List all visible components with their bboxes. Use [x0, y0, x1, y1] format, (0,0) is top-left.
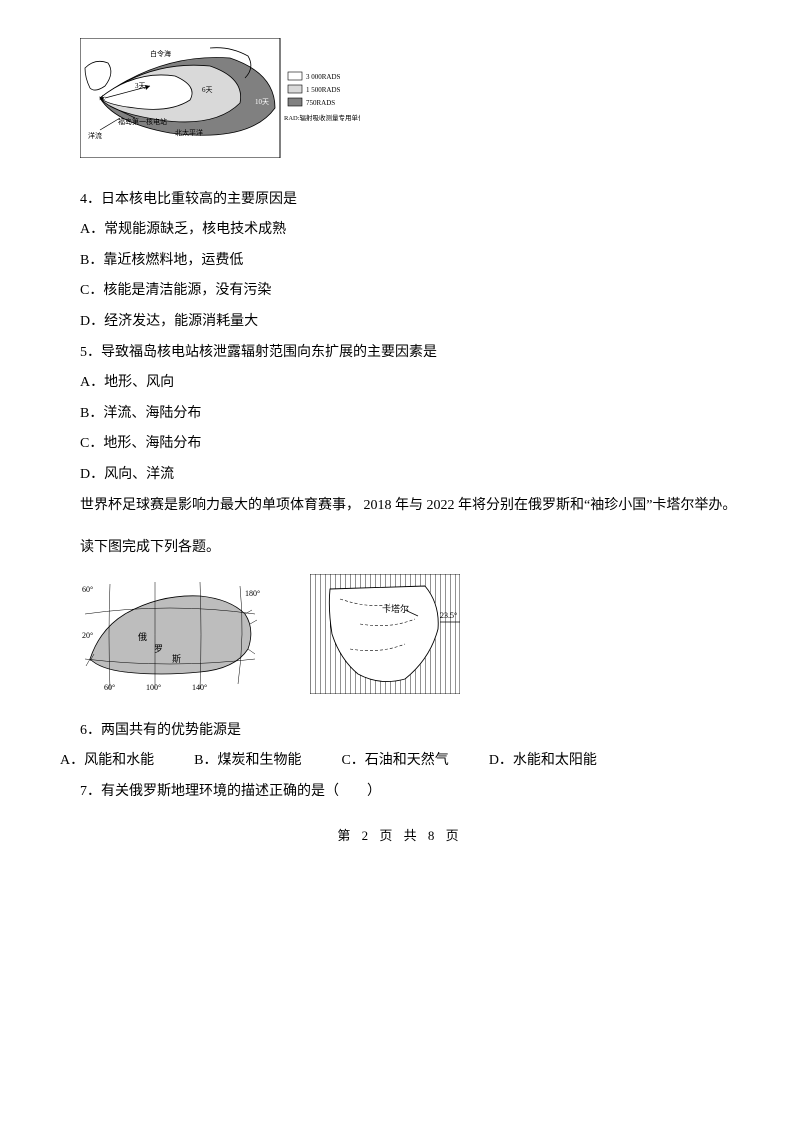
page-footer: 第 2 页 共 8 页 [60, 824, 740, 849]
label-3d: 3天 [135, 82, 146, 90]
ru-140: 140° [192, 683, 207, 692]
russia-map-svg: 60° 20° 180° 60° 100° 140° 俄 罗 斯 [80, 574, 260, 694]
label-10d: 10天 [255, 98, 269, 106]
qatar-map-svg: 卡塔尔 23.5° [310, 574, 460, 694]
plant-star-icon: ✶ [98, 94, 106, 105]
q5-opt-b: B．洋流、海陆分布 [80, 401, 740, 428]
qatar-label: 卡塔尔 [382, 603, 409, 614]
q5-opt-a: A．地形、风向 [80, 370, 740, 397]
legend-1: 3 000RADS [306, 73, 341, 81]
label-pacific: 北太平洋 [175, 128, 203, 137]
q5-stem: 5．导致福岛核电站核泄露辐射范围向东扩展的主要因素是 [80, 340, 740, 367]
q7-stem: 7．有关俄罗斯地理环境的描述正确的是（ ） [80, 779, 740, 806]
q6-opt-a: A．风能和水能 [60, 748, 154, 775]
q6-opt-c: C．石油和天然气 [341, 748, 448, 775]
ru-char2: 罗 [154, 644, 163, 654]
q4-opt-c: C．核能是清洁能源，没有污染 [80, 278, 740, 305]
q6-opt-d: D．水能和太阳能 [489, 748, 597, 775]
ru-180: 180° [245, 589, 260, 598]
ru-char3: 斯 [172, 653, 181, 664]
ru-60n: 60° [82, 585, 93, 594]
label-plant: 福岛第一核电站 [118, 117, 167, 126]
ru-char1: 俄 [138, 631, 147, 642]
q5-opt-d: D．风向、洋流 [80, 462, 740, 489]
label-6d: 6天 [202, 86, 213, 94]
figure-fukushima: ✶ 白令海 3天 6天 10天 福岛第一核电站 洋流 北太平洋 3 000RAD… [80, 38, 740, 169]
q4-stem: 4．日本核电比重较高的主要原因是 [80, 187, 740, 214]
passage-worldcup: 世界杯足球赛是影响力最大的单项体育赛事， 2018 年与 2022 年将分别在俄… [80, 493, 740, 520]
ru-100: 100° [146, 683, 161, 692]
q6-options: A．风能和水能 B．煤炭和生物能 C．石油和天然气 D．水能和太阳能 [60, 748, 740, 775]
legend-3: 750RADS [306, 99, 335, 107]
q6-opt-b: B．煤炭和生物能 [194, 748, 301, 775]
label-current: 洋流 [88, 131, 102, 140]
q6-stem: 6．两国共有的优势能源是 [80, 718, 740, 745]
lat-235: 23.5° [440, 611, 457, 620]
q5-opt-c: C．地形、海陆分布 [80, 431, 740, 458]
legend-2: 1 500RADS [306, 86, 341, 94]
q4-opt-a: A．常规能源缺乏，核电技术成熟 [80, 217, 740, 244]
figure-pair: 60° 20° 180° 60° 100° 140° 俄 罗 斯 卡塔尔 23.… [80, 574, 740, 694]
label-bering: 白令海 [150, 49, 171, 58]
fukushima-map-svg: ✶ 白令海 3天 6天 10天 福岛第一核电站 洋流 北太平洋 3 000RAD… [80, 38, 360, 158]
q4-opt-d: D．经济发达，能源消耗量大 [80, 309, 740, 336]
legend-caption: RAD:辐射吸收测量专用单位 [284, 113, 360, 122]
passage-readmap: 读下图完成下列各题。 [80, 535, 740, 562]
q4-opt-b: B．靠近核燃料地，运费低 [80, 248, 740, 275]
ru-60e: 60° [104, 683, 115, 692]
ru-20: 20° [82, 631, 93, 640]
